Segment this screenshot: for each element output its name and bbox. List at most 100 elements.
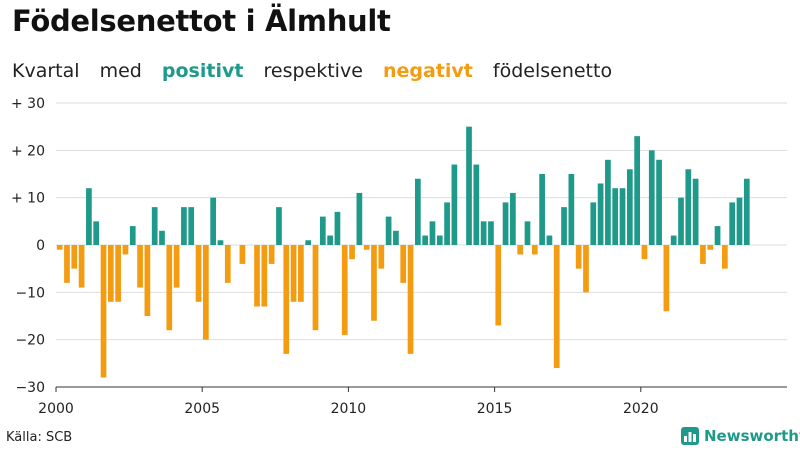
bar <box>466 126 472 245</box>
bar <box>56 245 63 250</box>
bar <box>349 245 355 260</box>
bar <box>107 245 114 302</box>
newsworthy-logo-icon <box>681 427 699 445</box>
bar <box>656 159 662 245</box>
bar <box>553 245 560 369</box>
bar <box>473 164 480 245</box>
bar <box>195 245 202 302</box>
x-axis-ticks: 2000 2005 2010 2015 2020 <box>38 387 659 417</box>
x-tick-label: 2005 <box>184 401 220 417</box>
bar <box>100 245 107 378</box>
bar <box>722 245 728 269</box>
bar <box>378 245 385 269</box>
bar <box>524 221 531 245</box>
bar <box>217 240 224 245</box>
subtitle-text-fodelsenetto: födelsenetto <box>492 60 613 82</box>
bar <box>480 221 487 245</box>
subtitle-text-med: med <box>99 60 142 82</box>
x-tick-label: 2010 <box>331 401 367 417</box>
bar <box>144 245 151 316</box>
bar <box>495 245 502 326</box>
bar <box>729 202 736 245</box>
y-tick-label: −30 <box>15 380 45 396</box>
y-tick-label: −10 <box>15 285 45 301</box>
bar <box>276 207 282 245</box>
bar <box>151 207 158 245</box>
bar <box>597 183 604 245</box>
bar <box>436 235 443 245</box>
bar <box>122 245 129 255</box>
bar <box>488 221 494 245</box>
bar <box>290 245 297 302</box>
bar <box>444 202 450 245</box>
bar <box>327 235 333 245</box>
y-tick-label: + 30 <box>11 96 45 112</box>
y-axis-tick-labels: + 30 + 20 + 10 0 −10 −20 −30 <box>11 96 45 396</box>
bar <box>166 245 173 331</box>
y-tick-label: + 20 <box>11 143 45 159</box>
chart-title: Födelsenettot i Älmhult <box>12 4 391 38</box>
bars <box>56 126 750 378</box>
bar <box>414 178 421 245</box>
bar <box>510 192 516 245</box>
bar <box>568 174 575 245</box>
legend-positive: positivt <box>161 60 244 82</box>
bar <box>663 245 670 312</box>
chart-subtitle: Kvartal med positivt respektive negativt… <box>12 60 626 82</box>
bar <box>341 245 348 335</box>
legend-negative: negativt <box>382 60 473 82</box>
bar <box>64 245 70 283</box>
bar <box>159 230 165 245</box>
bar <box>546 235 553 245</box>
bar <box>181 207 187 245</box>
subtitle-text-respektive: respektive <box>263 60 363 82</box>
y-tick-label: + 10 <box>11 191 45 207</box>
bar <box>612 188 619 245</box>
bar <box>422 235 429 245</box>
bar <box>319 216 326 245</box>
bar <box>188 207 195 245</box>
bar <box>71 245 78 269</box>
bar <box>224 245 231 283</box>
bar <box>590 202 597 245</box>
bar <box>641 245 648 260</box>
y-tick-label: 0 <box>36 238 45 254</box>
bar <box>203 245 209 340</box>
bar <box>451 164 458 245</box>
bar <box>385 216 392 245</box>
bar <box>619 188 626 245</box>
bar <box>531 245 538 255</box>
bar <box>239 245 246 264</box>
bar <box>502 202 509 245</box>
bar <box>254 245 260 307</box>
bar <box>648 150 655 245</box>
subtitle-text-kvartal: Kvartal <box>12 60 80 82</box>
bar <box>517 245 524 255</box>
bar <box>115 245 121 302</box>
bar <box>312 245 319 331</box>
bar <box>575 245 582 269</box>
bar <box>561 207 567 245</box>
bar <box>334 211 341 245</box>
bar <box>539 174 545 245</box>
bar <box>93 221 100 245</box>
x-tick-label: 2000 <box>38 401 74 417</box>
bar <box>283 245 290 354</box>
brand-logo: Newsworthy <box>681 427 800 445</box>
y-tick-label: −20 <box>15 333 45 349</box>
bar <box>363 245 370 250</box>
bar <box>626 169 633 245</box>
bar <box>583 245 589 293</box>
bar <box>605 159 611 245</box>
bar <box>670 235 677 245</box>
bar <box>137 245 143 288</box>
bar <box>407 245 414 354</box>
bar <box>429 221 436 245</box>
bar <box>400 245 407 283</box>
source-note: Källa: SCB <box>6 430 73 445</box>
bar <box>261 245 268 307</box>
bar <box>210 197 217 245</box>
bar <box>707 245 714 250</box>
bar <box>268 245 275 264</box>
